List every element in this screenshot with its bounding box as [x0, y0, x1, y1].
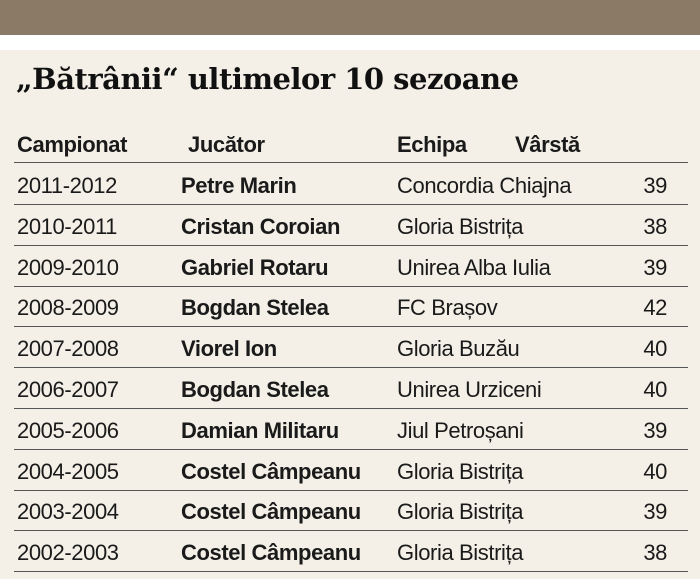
team: FC Brașov	[397, 295, 498, 321]
season: 2008-2009	[17, 295, 119, 321]
season: 2003-2004	[17, 499, 119, 525]
age: 39	[643, 499, 667, 525]
rule	[14, 571, 688, 573]
team: Gloria Bistrița	[397, 499, 524, 525]
team: Jiul Petroșani	[397, 417, 524, 443]
age: 40	[643, 458, 667, 484]
season: 2005-2006	[17, 417, 119, 443]
season: 2004-2005	[17, 458, 119, 484]
title: „Bătrânii“ ultimelor 10 sezoane	[16, 62, 519, 96]
season: 2010-2011	[17, 213, 117, 239]
column-header: Echipa	[397, 132, 467, 157]
player: Viorel Ion	[181, 336, 277, 362]
age: 39	[643, 173, 667, 198]
rule	[14, 326, 688, 328]
player: Gabriel Rotaru	[181, 254, 329, 280]
age: 39	[643, 417, 667, 443]
season: 2011-2012	[17, 173, 117, 198]
team: Unirea Alba Iulia	[397, 254, 551, 280]
rule	[14, 489, 688, 491]
player: Bogdan Stelea	[181, 377, 329, 402]
rule	[14, 448, 688, 450]
team: Gloria Bistrița	[397, 458, 524, 484]
age: 38	[643, 213, 667, 239]
player: Petre Marin	[181, 173, 297, 198]
team: Gloria Bistrița	[397, 213, 524, 239]
player: Costel Câmpeanu	[181, 540, 361, 566]
rule	[14, 244, 688, 246]
age: 40	[643, 377, 667, 402]
player: Costel Câmpeanu	[181, 499, 361, 525]
season: 2002-2003	[17, 540, 119, 566]
age: 42	[643, 295, 667, 321]
column-header: Vârstă	[515, 132, 580, 157]
column-header: Campionat	[17, 132, 128, 157]
team: Concordia Chiajna	[397, 173, 572, 198]
team: Gloria Buzău	[397, 336, 520, 362]
team: Gloria Bistrița	[397, 540, 524, 566]
age: 40	[643, 336, 667, 362]
player: Damian Militaru	[181, 417, 339, 443]
column-header: Jucător	[188, 132, 265, 157]
age: 38	[643, 540, 667, 566]
age: 39	[643, 254, 667, 280]
rule	[14, 162, 688, 163]
rule	[14, 408, 688, 409]
team: Unirea Urziceni	[397, 377, 542, 402]
top-bar	[0, 0, 700, 35]
player: Cristan Coroian	[181, 213, 341, 239]
rule	[14, 285, 688, 287]
season: 2006-2007	[17, 377, 119, 402]
panel	[0, 50, 700, 579]
player: Costel Câmpeanu	[181, 458, 361, 484]
season: 2009-2010	[17, 254, 119, 280]
rule	[14, 204, 688, 205]
season: 2007-2008	[17, 336, 119, 362]
rule	[14, 530, 688, 532]
player: Bogdan Stelea	[181, 295, 329, 321]
rule	[14, 367, 688, 369]
